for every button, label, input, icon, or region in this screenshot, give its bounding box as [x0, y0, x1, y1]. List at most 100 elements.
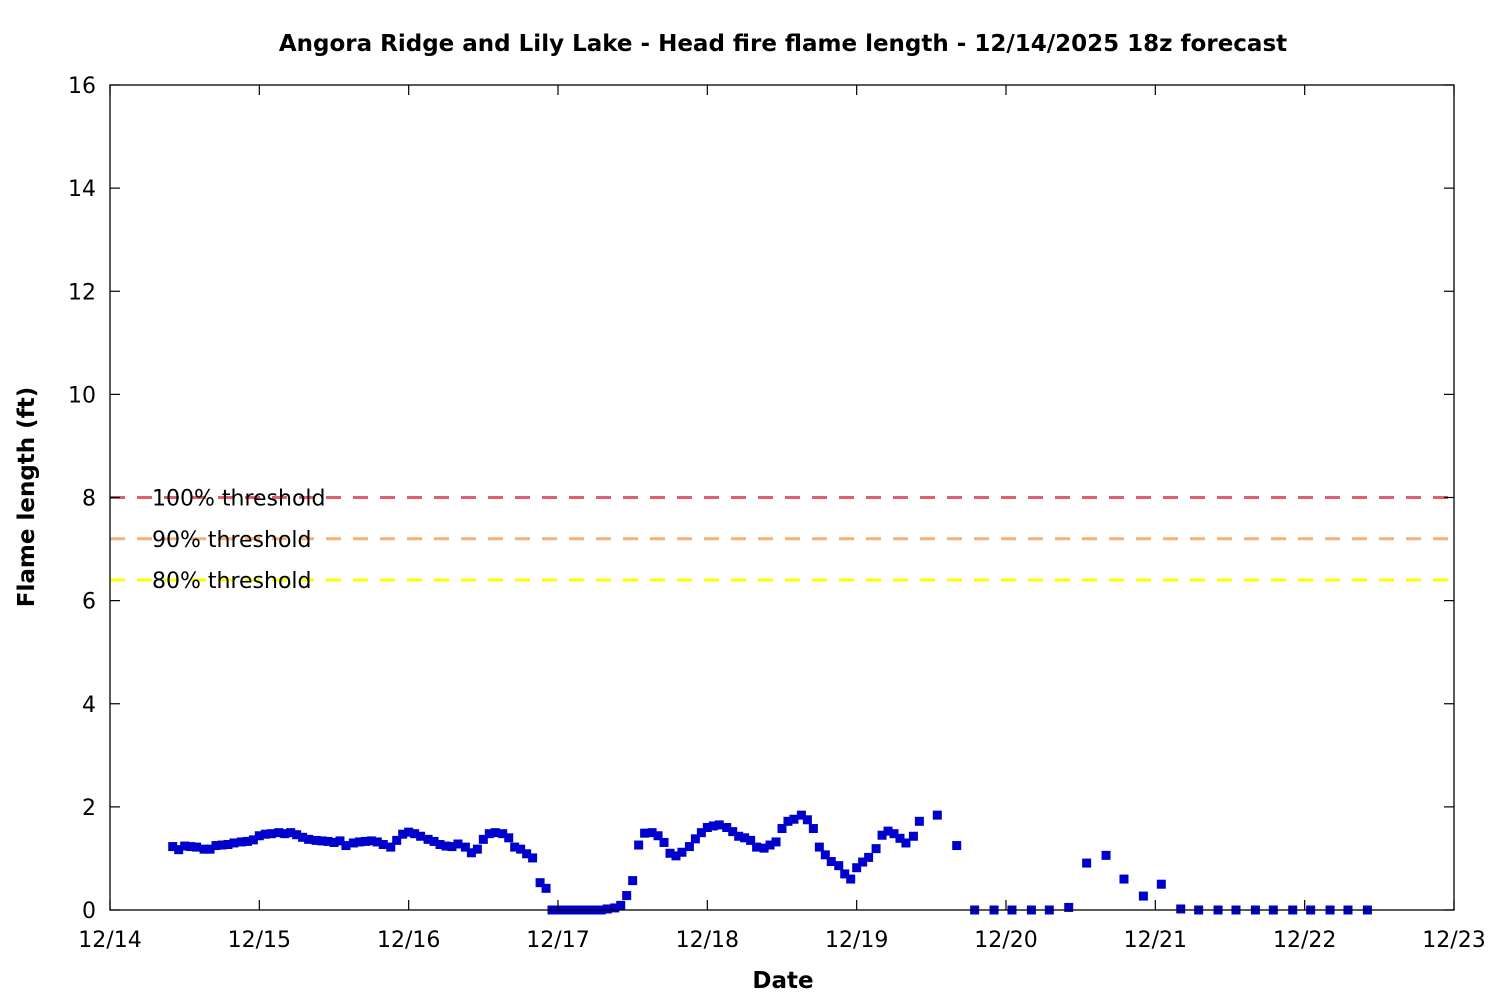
data-point [610, 903, 620, 913]
data-point [826, 857, 836, 867]
data-point [260, 829, 270, 839]
threshold-label: 80% threshold [152, 569, 312, 594]
data-point [392, 835, 402, 845]
data-point [714, 820, 724, 830]
data-point [877, 830, 887, 840]
data-point [223, 840, 233, 850]
x-axis-label: Date [752, 968, 813, 994]
data-point [516, 844, 526, 854]
threshold-lines [110, 496, 1454, 582]
data-point [423, 834, 433, 844]
x-tick-label: 12/14 [78, 928, 141, 953]
data-point [410, 829, 420, 839]
x-tick-label: 12/18 [676, 928, 739, 953]
data-point [765, 840, 775, 850]
data-point [453, 839, 463, 849]
y-tick-label: 2 [82, 796, 96, 821]
data-point [168, 842, 178, 852]
data-point [1176, 904, 1186, 914]
data-point [1138, 891, 1148, 901]
data-point [205, 844, 215, 854]
data-point [348, 838, 358, 848]
data-point [329, 837, 339, 847]
data-point [478, 834, 488, 844]
data-point [211, 841, 221, 851]
data-point [796, 810, 806, 820]
x-tick-label: 12/17 [526, 928, 589, 953]
data-point [628, 876, 638, 886]
data-point [653, 831, 663, 841]
data-point [834, 861, 844, 871]
data-points [168, 810, 1372, 915]
data-point [684, 842, 694, 852]
data-point [466, 848, 476, 858]
data-point [217, 840, 227, 850]
data-point [647, 828, 657, 838]
data-point [174, 845, 184, 855]
y-tick-label: 12 [68, 280, 96, 305]
data-point [932, 810, 942, 820]
data-point [659, 837, 669, 847]
data-point [317, 836, 327, 846]
data-point [671, 851, 681, 861]
x-tick-label: 12/22 [1273, 928, 1336, 953]
data-point [366, 836, 376, 846]
data-point [186, 842, 196, 852]
y-tick-label: 4 [82, 693, 96, 718]
data-point [323, 836, 333, 846]
data-point [602, 904, 612, 914]
y-tick-label: 16 [68, 74, 96, 99]
data-point [908, 831, 918, 841]
data-point [354, 837, 364, 847]
threshold-label: 90% threshold [152, 528, 312, 553]
data-point [889, 829, 899, 839]
data-point [759, 843, 769, 853]
data-point [298, 832, 308, 842]
data-point [472, 844, 482, 854]
data-point [504, 833, 514, 843]
data-point [808, 824, 818, 834]
data-point [622, 891, 632, 901]
threshold-label: 100% threshold [152, 487, 326, 512]
data-point [292, 830, 302, 840]
data-point [541, 883, 551, 893]
data-point [378, 840, 388, 850]
data-point [852, 863, 862, 873]
data-point [416, 831, 426, 841]
data-point [616, 900, 626, 910]
y-tick-label: 6 [82, 590, 96, 615]
data-point [286, 828, 296, 838]
data-point [429, 836, 439, 846]
data-point [858, 857, 868, 867]
data-point [814, 842, 824, 852]
data-point [702, 823, 712, 832]
y-axis-label: Flame length (ft) [14, 387, 40, 607]
data-point [746, 835, 756, 845]
axis-ticks [109, 84, 1455, 911]
y-tick-label: 14 [68, 177, 96, 202]
data-point [192, 842, 202, 852]
data-point [341, 841, 351, 851]
x-tick-label: 12/19 [825, 928, 888, 953]
data-point [304, 834, 314, 844]
data-point [740, 833, 750, 843]
y-tick-labels: 0 2 4 6 8 10 12 14 16 [68, 74, 96, 924]
data-point [335, 836, 345, 846]
data-point [447, 842, 457, 852]
chart-title: Angora Ridge and Lily Lake - Head fire f… [279, 31, 1287, 57]
data-point [895, 833, 905, 843]
data-point [708, 821, 718, 831]
data-point [441, 841, 451, 851]
data-point [522, 849, 532, 859]
data-point [1101, 850, 1111, 860]
data-point [311, 835, 321, 845]
data-point [783, 816, 793, 826]
data-point [1082, 858, 1092, 868]
data-point [360, 836, 370, 846]
data-point [722, 823, 732, 832]
data-point [386, 842, 396, 852]
data-point [199, 844, 209, 854]
data-point [634, 840, 644, 850]
data-point [254, 831, 264, 841]
